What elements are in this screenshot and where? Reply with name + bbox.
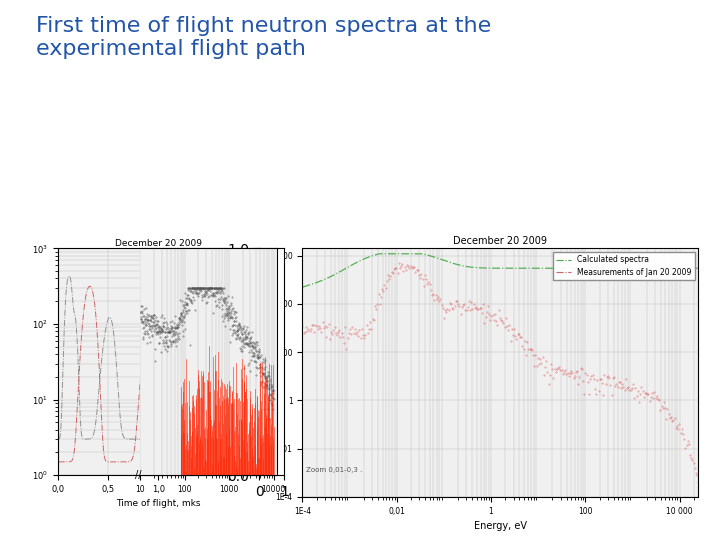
X-axis label: Time of flight, mks: Time of flight, mks bbox=[116, 500, 201, 509]
Line: Calculated spectra: Calculated spectra bbox=[302, 254, 698, 287]
Calculated spectra bbox=[607, 265, 616, 272]
Title: December 20 2009: December 20 2009 bbox=[115, 239, 202, 248]
Calculated spectra bbox=[298, 284, 307, 291]
Title: December 20 2009: December 20 2009 bbox=[454, 236, 547, 246]
Calculated spectra bbox=[570, 265, 579, 272]
Calculated spectra bbox=[694, 265, 703, 272]
Calculated spectra bbox=[459, 262, 467, 269]
Calculated spectra bbox=[473, 265, 482, 271]
Legend: Calculated spectra, Measurements of Jan 20 2009: Calculated spectra, Measurements of Jan … bbox=[553, 252, 695, 280]
Calculated spectra bbox=[614, 265, 623, 272]
Text: Zoom 0,01-0,3 .: Zoom 0,01-0,3 . bbox=[306, 467, 363, 473]
Calculated spectra bbox=[338, 267, 347, 273]
X-axis label: Energy, eV: Energy, eV bbox=[474, 521, 527, 531]
Legend: Det. with  (polyethylene), Gamma det.: Det. with (polyethylene), Gamma det. bbox=[156, 252, 256, 271]
Text: First time of flight neutron spectra at the
experimental flight path: First time of flight neutron spectra at … bbox=[36, 16, 491, 59]
Calculated spectra bbox=[375, 251, 384, 257]
Text: //: // bbox=[135, 470, 142, 480]
